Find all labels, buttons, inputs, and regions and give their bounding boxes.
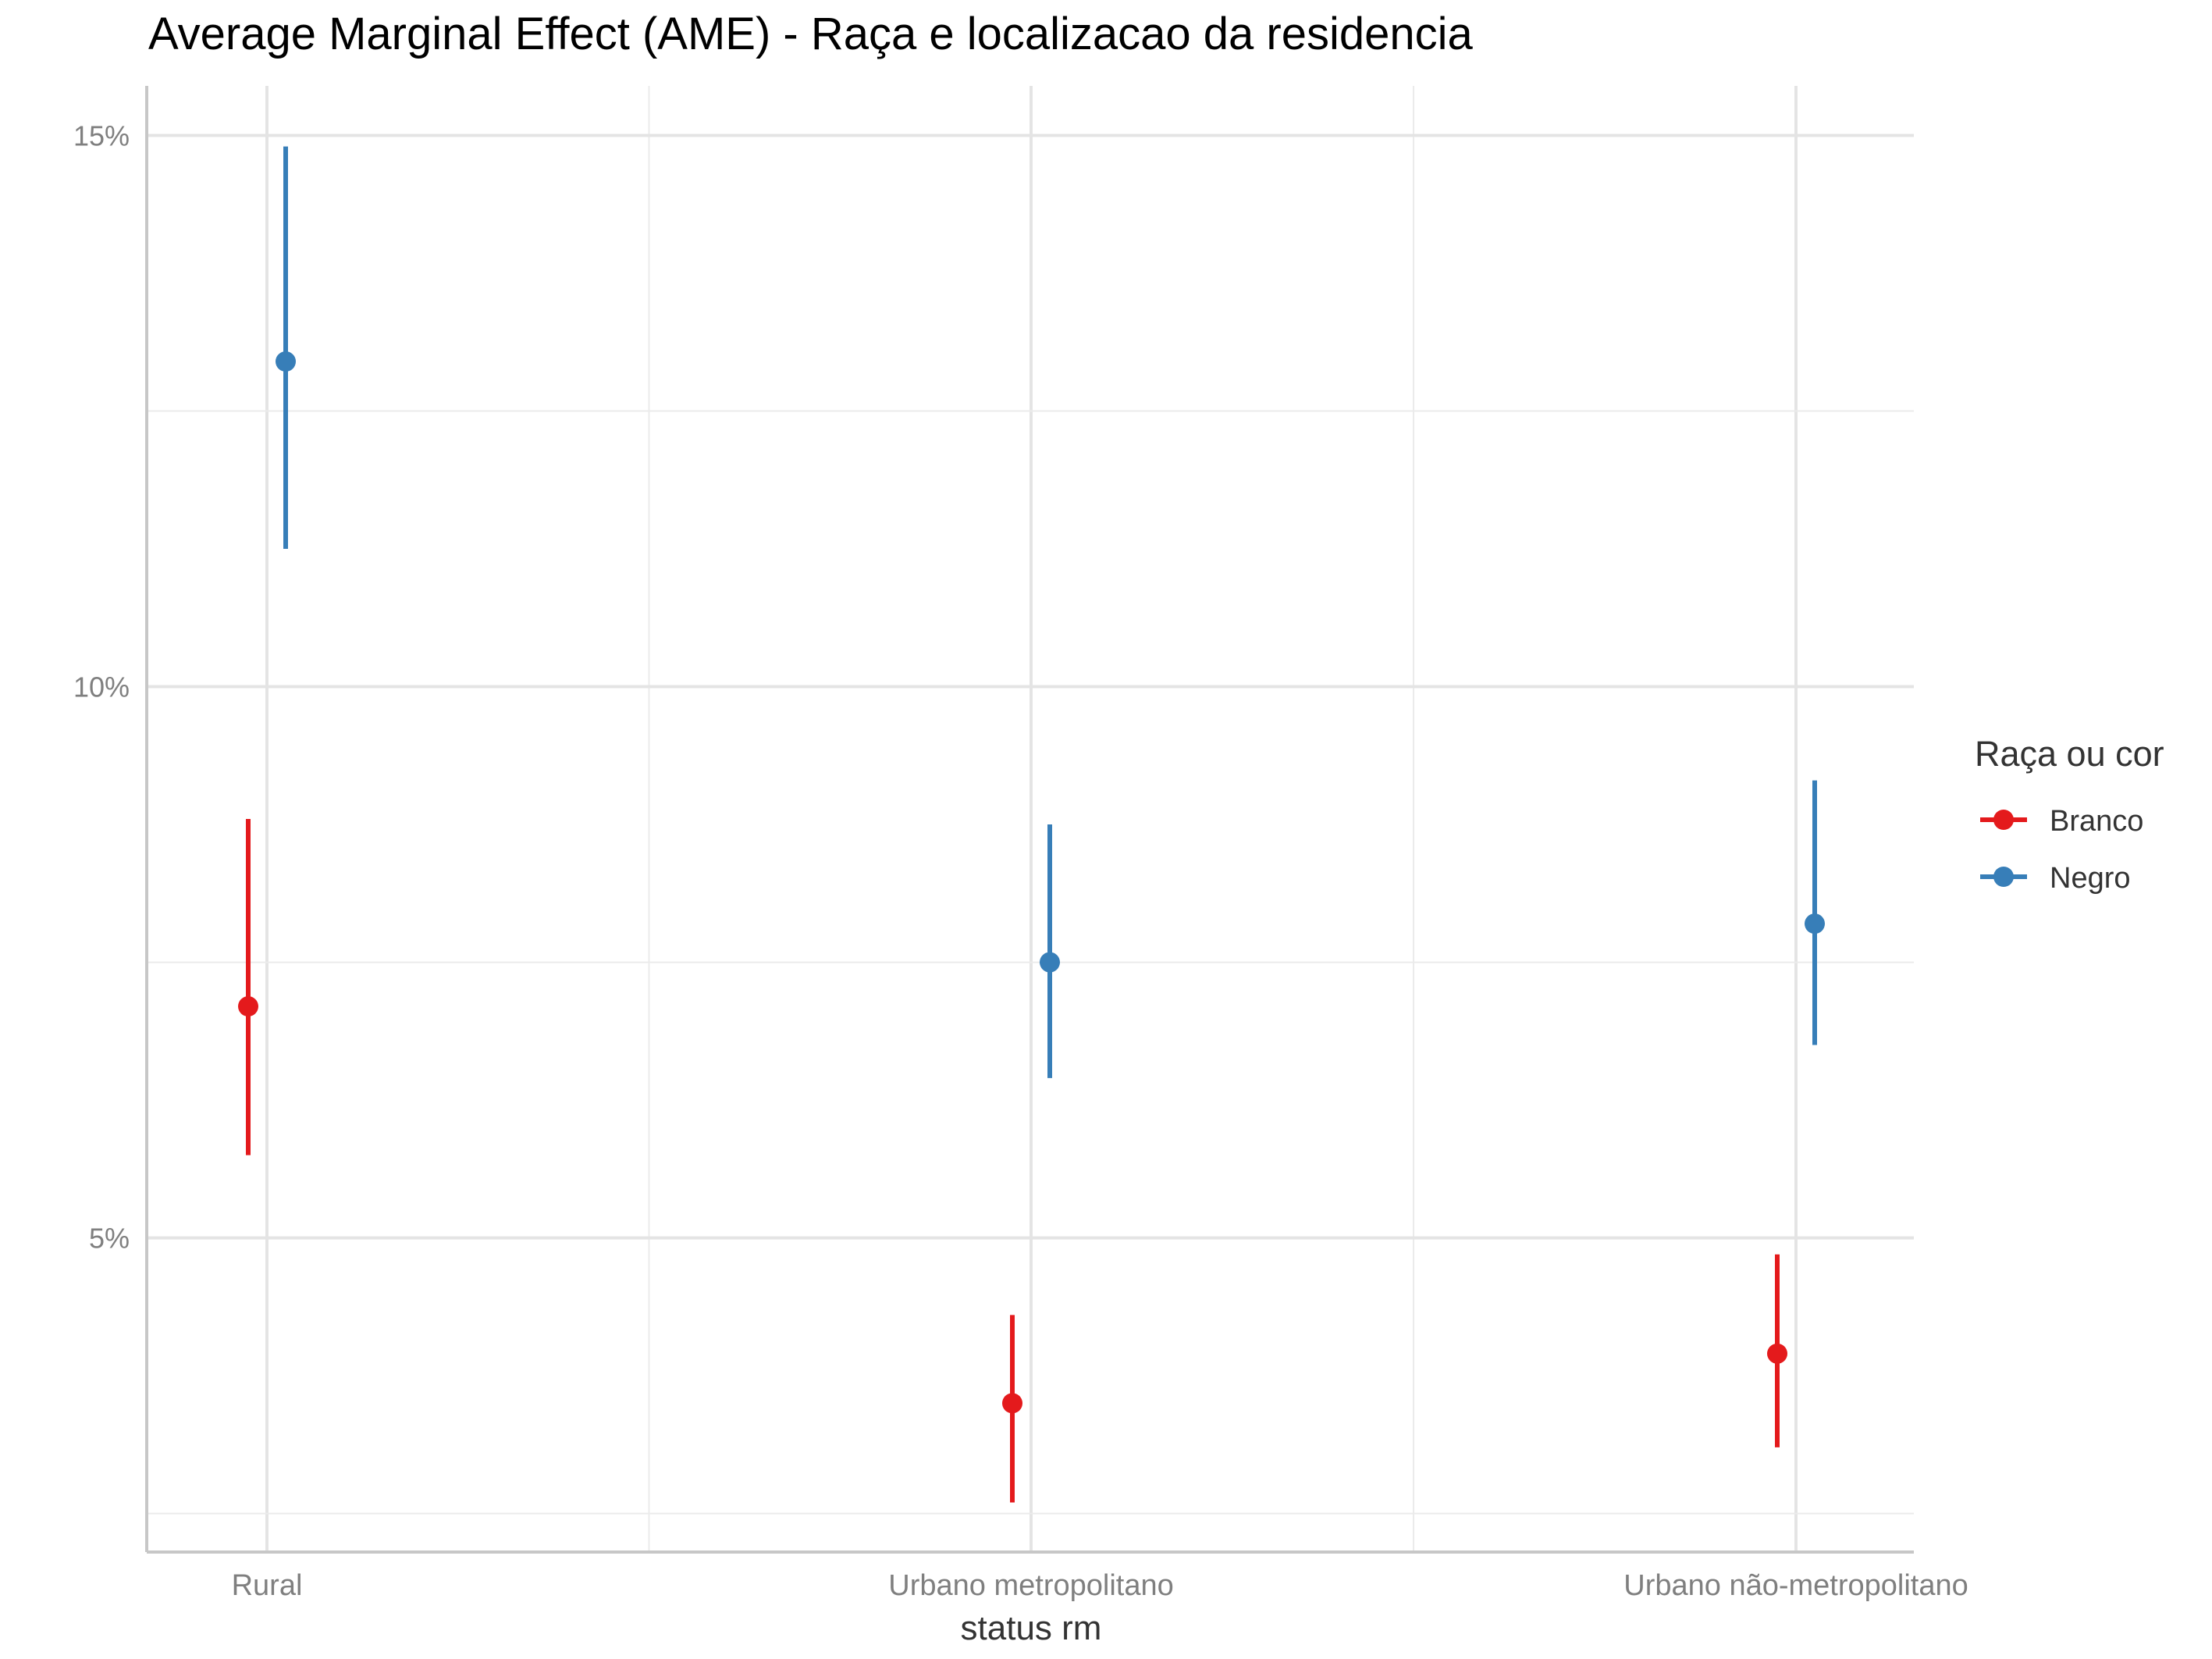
axes (145, 86, 1914, 1554)
tick-labels: 5% 10% 15% Rural Urbano metropolitano Urbano … (73, 120, 1968, 1602)
legend-label: Negro (2050, 862, 2131, 895)
legend-item-negro: Negro (1980, 862, 2131, 895)
series-branco (238, 819, 1787, 1503)
data-point (1040, 952, 1060, 973)
legend: Raça ou cor Branco Negro (1975, 734, 2164, 895)
legend-items: Branco Negro (1980, 805, 2143, 895)
x-tick-label: Rural (232, 1569, 303, 1602)
legend-key-point (1993, 810, 2014, 830)
x-axis-title: status rm (961, 1609, 1102, 1647)
data-point (238, 996, 258, 1017)
data-point (276, 351, 296, 372)
chart-title: Average Marginal Effect (AME) - Raça e l… (148, 9, 1474, 59)
series-negro (276, 146, 1825, 1078)
y-tick-label: 5% (89, 1223, 130, 1255)
grid-lines (147, 86, 1914, 1552)
x-tick-label: Urbano não-metropolitano (1623, 1569, 1968, 1602)
data-point (1805, 913, 1825, 935)
y-tick-label: 15% (73, 120, 130, 152)
legend-title: Raça ou cor (1975, 734, 2164, 774)
legend-label: Branco (2050, 805, 2143, 838)
data-point (1002, 1393, 1022, 1414)
legend-key-point (1993, 867, 2014, 887)
data-series (238, 146, 1825, 1503)
y-tick-label: 10% (73, 671, 130, 703)
x-tick-label: Urbano metropolitano (888, 1569, 1173, 1602)
data-point (1767, 1343, 1787, 1364)
legend-item-branco: Branco (1980, 805, 2143, 838)
